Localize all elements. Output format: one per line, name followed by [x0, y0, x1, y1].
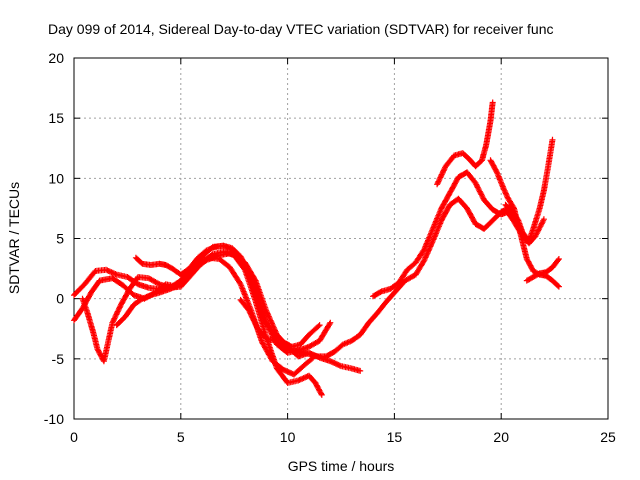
x-tick-label: 15	[387, 429, 403, 445]
y-tick-label: 0	[56, 291, 64, 307]
satellite-track-10	[502, 136, 556, 244]
satellite-track-11	[523, 256, 562, 284]
y-tick-label: 15	[48, 110, 64, 126]
x-tick-label: 10	[280, 429, 296, 445]
y-tick-label: 5	[56, 231, 64, 247]
satellite-track-10-markers	[502, 136, 556, 244]
y-tick-label: 20	[48, 50, 64, 66]
satellite-track-5	[132, 242, 323, 350]
satellite-track-6	[237, 195, 526, 360]
x-tick-label: 25	[600, 429, 616, 445]
satellite-track-8	[434, 99, 496, 188]
x-axis-label: GPS time / hours	[288, 458, 395, 474]
y-axis-label: SDTVAR / TECUs	[6, 182, 22, 294]
satellite-track-6-markers	[237, 195, 526, 360]
data-layer	[71, 99, 562, 398]
satellite-track-11-markers	[523, 256, 562, 284]
chart-title: Day 099 of 2014, Sidereal Day-to-day VTE…	[48, 21, 554, 37]
x-tick-label: 20	[493, 429, 509, 445]
x-tick-label: 0	[70, 429, 78, 445]
grid	[74, 58, 608, 419]
x-tick-label: 5	[177, 429, 185, 445]
y-tick-label: -10	[44, 411, 64, 427]
y-tick-label: -5	[52, 351, 65, 367]
satellite-track-5-markers	[132, 242, 323, 350]
y-tick-label: 10	[48, 170, 64, 186]
axis-ticks: 0 5 10 15 20 25 -10 -5 0 5 10 15 20	[44, 50, 616, 445]
satellite-track-8-markers	[434, 99, 496, 188]
